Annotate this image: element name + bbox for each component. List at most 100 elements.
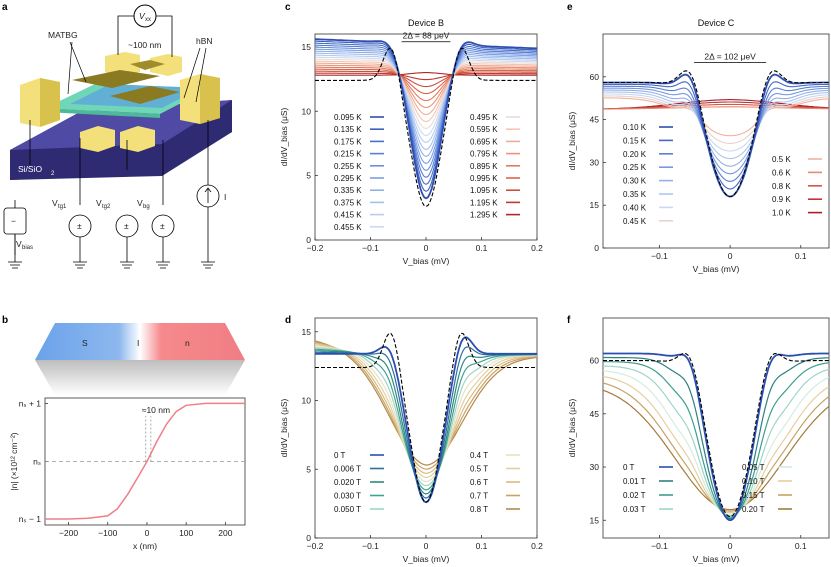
legend-label: 0.050 T [334, 505, 361, 514]
panel-letter-f: f [567, 315, 571, 326]
series-line [315, 72, 537, 81]
y-tick-label: 45 [590, 409, 600, 419]
series-line [315, 40, 538, 192]
top-gate-1 [72, 70, 160, 88]
substrate-label: Si/SiO [18, 164, 42, 174]
legend-label: 0.295 K [334, 174, 362, 183]
voltmeter-circle [133, 4, 157, 28]
vtg1-label-sub: tg1 [58, 204, 67, 210]
vtg2-label-sub: tg2 [102, 204, 111, 210]
current-label: I [224, 192, 226, 202]
chart-b: −200 −100 0 100 200 nₛ − 1 nₛ nₛ + 1 x (nm) |n| (… [9, 397, 246, 551]
hbn-label: hBN [196, 36, 213, 46]
legend-label: 0.006 T [334, 465, 361, 474]
legend-label: 0.02 T [623, 491, 646, 500]
series-line [315, 66, 537, 102]
y-tick-label: 15 [590, 515, 600, 525]
x-tick-label: 0 [424, 243, 429, 253]
series-line [315, 46, 538, 172]
series-line [315, 64, 538, 109]
series-line [603, 352, 829, 521]
series-line [603, 85, 829, 182]
contact-front-1 [80, 126, 115, 152]
panel-letter-b: b [2, 315, 8, 326]
legend-label: 0.595 K [470, 125, 498, 134]
x-tick-label: 0 [728, 251, 733, 261]
legend-label: 0.215 K [334, 150, 362, 159]
series-line [315, 56, 537, 137]
x-tick-label: −200 [59, 528, 78, 538]
legend-label: 0.895 K [470, 162, 498, 171]
series-line [315, 52, 537, 150]
x-axis-label-d: V_bias (mV) [403, 554, 450, 564]
vbg-sign: ± [160, 221, 165, 231]
y-tick-label: 60 [590, 72, 600, 82]
y-tick-label: 5 [306, 464, 311, 474]
legend-label: 1.095 K [470, 186, 498, 195]
series-line [602, 370, 830, 515]
y-tick-label: 0 [594, 243, 599, 253]
x-tick-label: 100 [179, 528, 193, 538]
legend-label: 0.135 K [334, 125, 362, 134]
legend-label: 0.375 K [334, 198, 362, 207]
x-axis-label-b: x (nm) [133, 541, 157, 551]
fit-line [315, 332, 537, 503]
series-line [314, 341, 538, 470]
vbg-label-sub: bg [143, 204, 150, 210]
fit-line [315, 47, 537, 208]
x-tick-label: 0 [424, 541, 429, 551]
x-axis-label-c: V_bias (mV) [403, 256, 450, 266]
legend-label: 0.10 K [623, 123, 647, 132]
y-axis-label-c: dI/dV_bias (μS) [279, 107, 289, 166]
pointer-lines [67, 41, 207, 103]
plot-frame-e [602, 33, 830, 249]
contact-back-2 [150, 54, 182, 76]
legend-label: 0.9 K [772, 195, 791, 204]
legend-label: 0.5 K [772, 155, 791, 164]
y-tick-label: 10 [302, 106, 312, 116]
x-tick-label: 0.2 [531, 243, 543, 253]
chart-d: −0.2 −0.1 0 0.1 0.2 0 5 10 15 V_bias (mV) dI/dV_bi… [279, 317, 543, 564]
y-tick-label: 10 [302, 396, 312, 406]
plot-frame-f [602, 317, 830, 539]
x-tick-label: −0.1 [362, 541, 379, 551]
series-line [315, 58, 537, 130]
substrate-label-sub: 2 [51, 171, 55, 177]
series-line [603, 91, 830, 160]
current-arrow-icon [204, 187, 212, 203]
series-line [603, 365, 830, 517]
series-line [602, 106, 829, 110]
device-schematic: Si/SiO 2 V xx ~100 nm MATBG hBN − V bia [3, 4, 232, 269]
series-line [603, 93, 830, 152]
legend-label: 0.095 K [334, 113, 362, 122]
panel-letter-d: d [285, 315, 291, 326]
hbn-slab-edge [45, 108, 160, 118]
legend-label: 0.8 T [470, 505, 488, 514]
x-tick-label: 0 [728, 541, 733, 551]
region-i-label: I [137, 338, 139, 348]
series-line [603, 97, 830, 137]
legend-label: 0.335 K [334, 186, 362, 195]
density-profile-line [45, 402, 245, 520]
matbg-label: MATBG [48, 30, 78, 40]
legend-label: 0.030 T [334, 492, 361, 501]
series-line [314, 340, 538, 466]
legend-label: 0.8 K [772, 182, 791, 191]
vbias-label-sub: bias [22, 245, 33, 251]
ground-icon [8, 261, 215, 269]
fit-line [603, 70, 829, 198]
legend-label: 0.6 T [470, 478, 488, 487]
legend-label: 0.03 T [623, 505, 646, 514]
legend-label: 0.30 K [623, 177, 647, 186]
legend-label: 0.4 T [470, 451, 488, 460]
series-line [315, 68, 537, 95]
legend-label: 0.40 K [623, 203, 647, 212]
vbias-label: V [16, 239, 22, 249]
vbias-minus: − [11, 216, 16, 226]
legend-label: 0.6 K [772, 168, 791, 177]
panel-letter-a: a [2, 2, 8, 13]
legend-label: 0.01 T [623, 477, 646, 486]
x-tick-label: 0.2 [531, 541, 543, 551]
region-n-label: n [185, 338, 190, 348]
x-tick-label: −0.2 [307, 243, 324, 253]
